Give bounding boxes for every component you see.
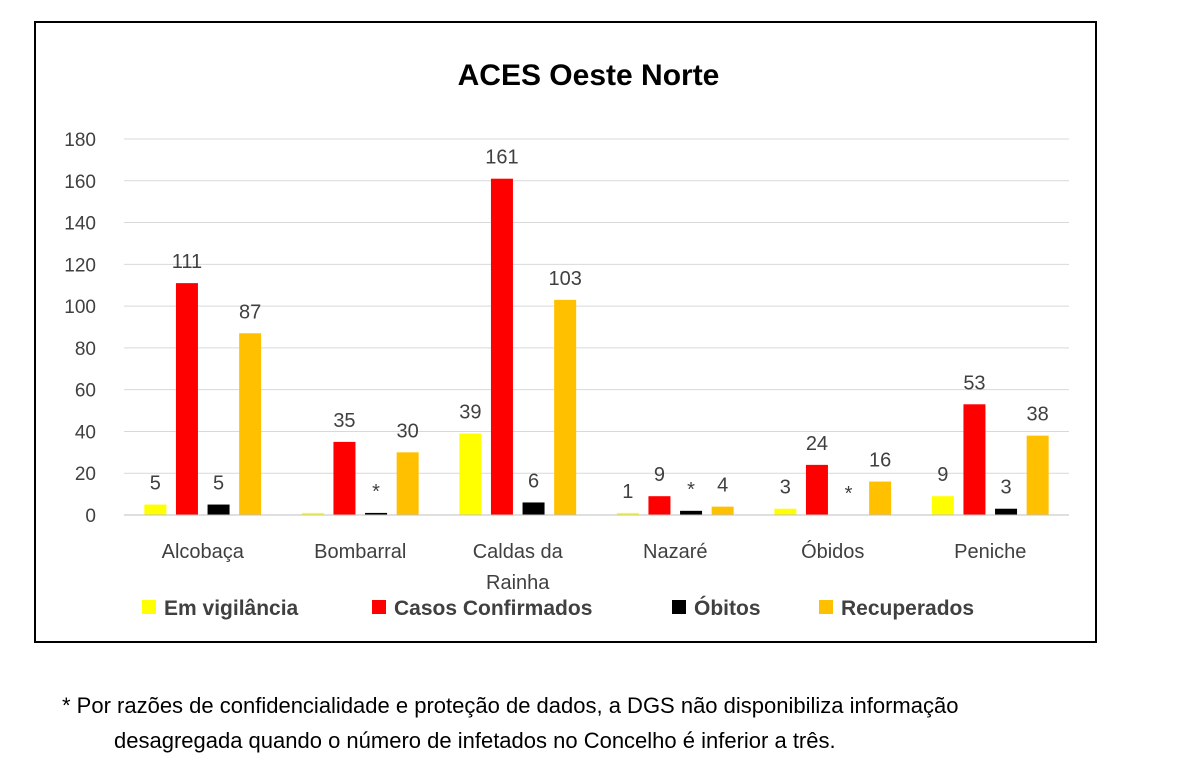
data-label: 38 — [1027, 404, 1049, 426]
data-label: 3 — [780, 477, 791, 499]
bar-em-vigilancia — [144, 504, 167, 515]
bar-em-vigilancia — [301, 512, 324, 515]
bar-recuperados — [1026, 435, 1049, 515]
bar-recuperados — [239, 333, 262, 515]
x-tick-label: Rainha — [486, 572, 550, 594]
legend-label-recuperados: Recuperados — [841, 597, 974, 620]
data-label: * — [372, 481, 380, 503]
bar-casos-confirmados — [333, 441, 356, 515]
bar-recuperados — [396, 452, 419, 515]
chart-title: ACES Oeste Norte — [458, 59, 720, 92]
bar-casos-confirmados — [490, 178, 513, 515]
y-tick-label: 60 — [75, 381, 96, 402]
footnote: * Por razões de confidencialidade e prot… — [40, 688, 1190, 758]
legend-swatch-obitos — [672, 600, 686, 614]
bar-casos-confirmados — [175, 283, 198, 515]
chart-frame: ACES Oeste Norte 0 20 40 60 80 100 120 140 160 180… — [34, 21, 1097, 643]
y-tick-label: 120 — [64, 255, 96, 276]
bar-em-vigilancia — [459, 433, 482, 515]
data-label: 87 — [239, 301, 261, 323]
x-tick-label: Nazaré — [643, 541, 707, 563]
bar-recuperados — [554, 299, 577, 515]
data-label: 9 — [937, 464, 948, 486]
bar-casos-confirmados — [648, 496, 671, 515]
data-label: 161 — [485, 147, 518, 169]
data-label: 16 — [869, 450, 891, 472]
x-tick-label: Óbidos — [801, 540, 864, 563]
data-label: 30 — [397, 420, 419, 442]
bar-casos-confirmados — [805, 464, 828, 515]
data-label: * — [687, 479, 695, 501]
data-label: * — [845, 483, 853, 505]
data-label: 35 — [333, 410, 355, 432]
bar-casos-confirmados — [963, 404, 986, 515]
data-label: 1 — [622, 481, 633, 503]
data-label: 3 — [1000, 477, 1011, 499]
bar-em-vigilancia — [774, 508, 797, 515]
footnote-line-1: * Por razões de confidencialidade e prot… — [62, 693, 959, 718]
data-label: 39 — [459, 402, 481, 424]
legend-swatch-recuperados — [819, 600, 833, 614]
x-tick-label: Alcobaça — [162, 541, 245, 563]
bar-recuperados — [711, 506, 734, 515]
bar-obitos — [365, 512, 388, 515]
footnote-line-2: desagregada quando o número de infetados… — [114, 728, 836, 753]
bar-obitos — [680, 510, 703, 515]
data-label: 4 — [717, 475, 728, 497]
data-label: 9 — [654, 464, 665, 486]
data-label: 53 — [963, 372, 985, 394]
bar-obitos — [995, 508, 1018, 515]
data-label: 6 — [528, 470, 539, 492]
bar-recuperados — [869, 481, 892, 515]
legend-swatch-em-vigilancia — [142, 600, 156, 614]
bar-obitos — [207, 504, 230, 515]
data-label: 103 — [548, 268, 581, 290]
y-tick-label: 160 — [64, 172, 96, 193]
data-label: 111 — [172, 251, 202, 273]
bar-em-vigilancia — [931, 496, 954, 515]
data-label: 5 — [213, 473, 224, 495]
legend-label-obitos: Óbitos — [694, 596, 761, 620]
x-tick-label: Bombarral — [314, 541, 406, 563]
legend-label-casos-confirmados: Casos Confirmados — [394, 597, 592, 620]
legend-swatch-casos-confirmados — [372, 600, 386, 614]
chart: ACES Oeste Norte 0 20 40 60 80 100 120 140 160 180… — [64, 59, 1069, 620]
y-tick-label: 140 — [64, 214, 96, 235]
y-tick-label: 20 — [75, 464, 96, 485]
x-tick-label: Caldas da — [473, 541, 564, 563]
x-tick-label: Peniche — [954, 541, 1026, 563]
y-tick-label: 40 — [75, 422, 96, 443]
y-tick-label: 100 — [64, 297, 96, 318]
y-tick-label: 0 — [85, 506, 96, 527]
legend-label-em-vigilancia: Em vigilância — [164, 597, 299, 620]
bar-em-vigilancia — [616, 512, 639, 515]
bar-obitos — [522, 502, 545, 515]
data-label: 5 — [150, 473, 161, 495]
y-tick-label: 80 — [75, 339, 96, 360]
data-label: 24 — [806, 433, 828, 455]
y-tick-label: 180 — [64, 130, 96, 151]
